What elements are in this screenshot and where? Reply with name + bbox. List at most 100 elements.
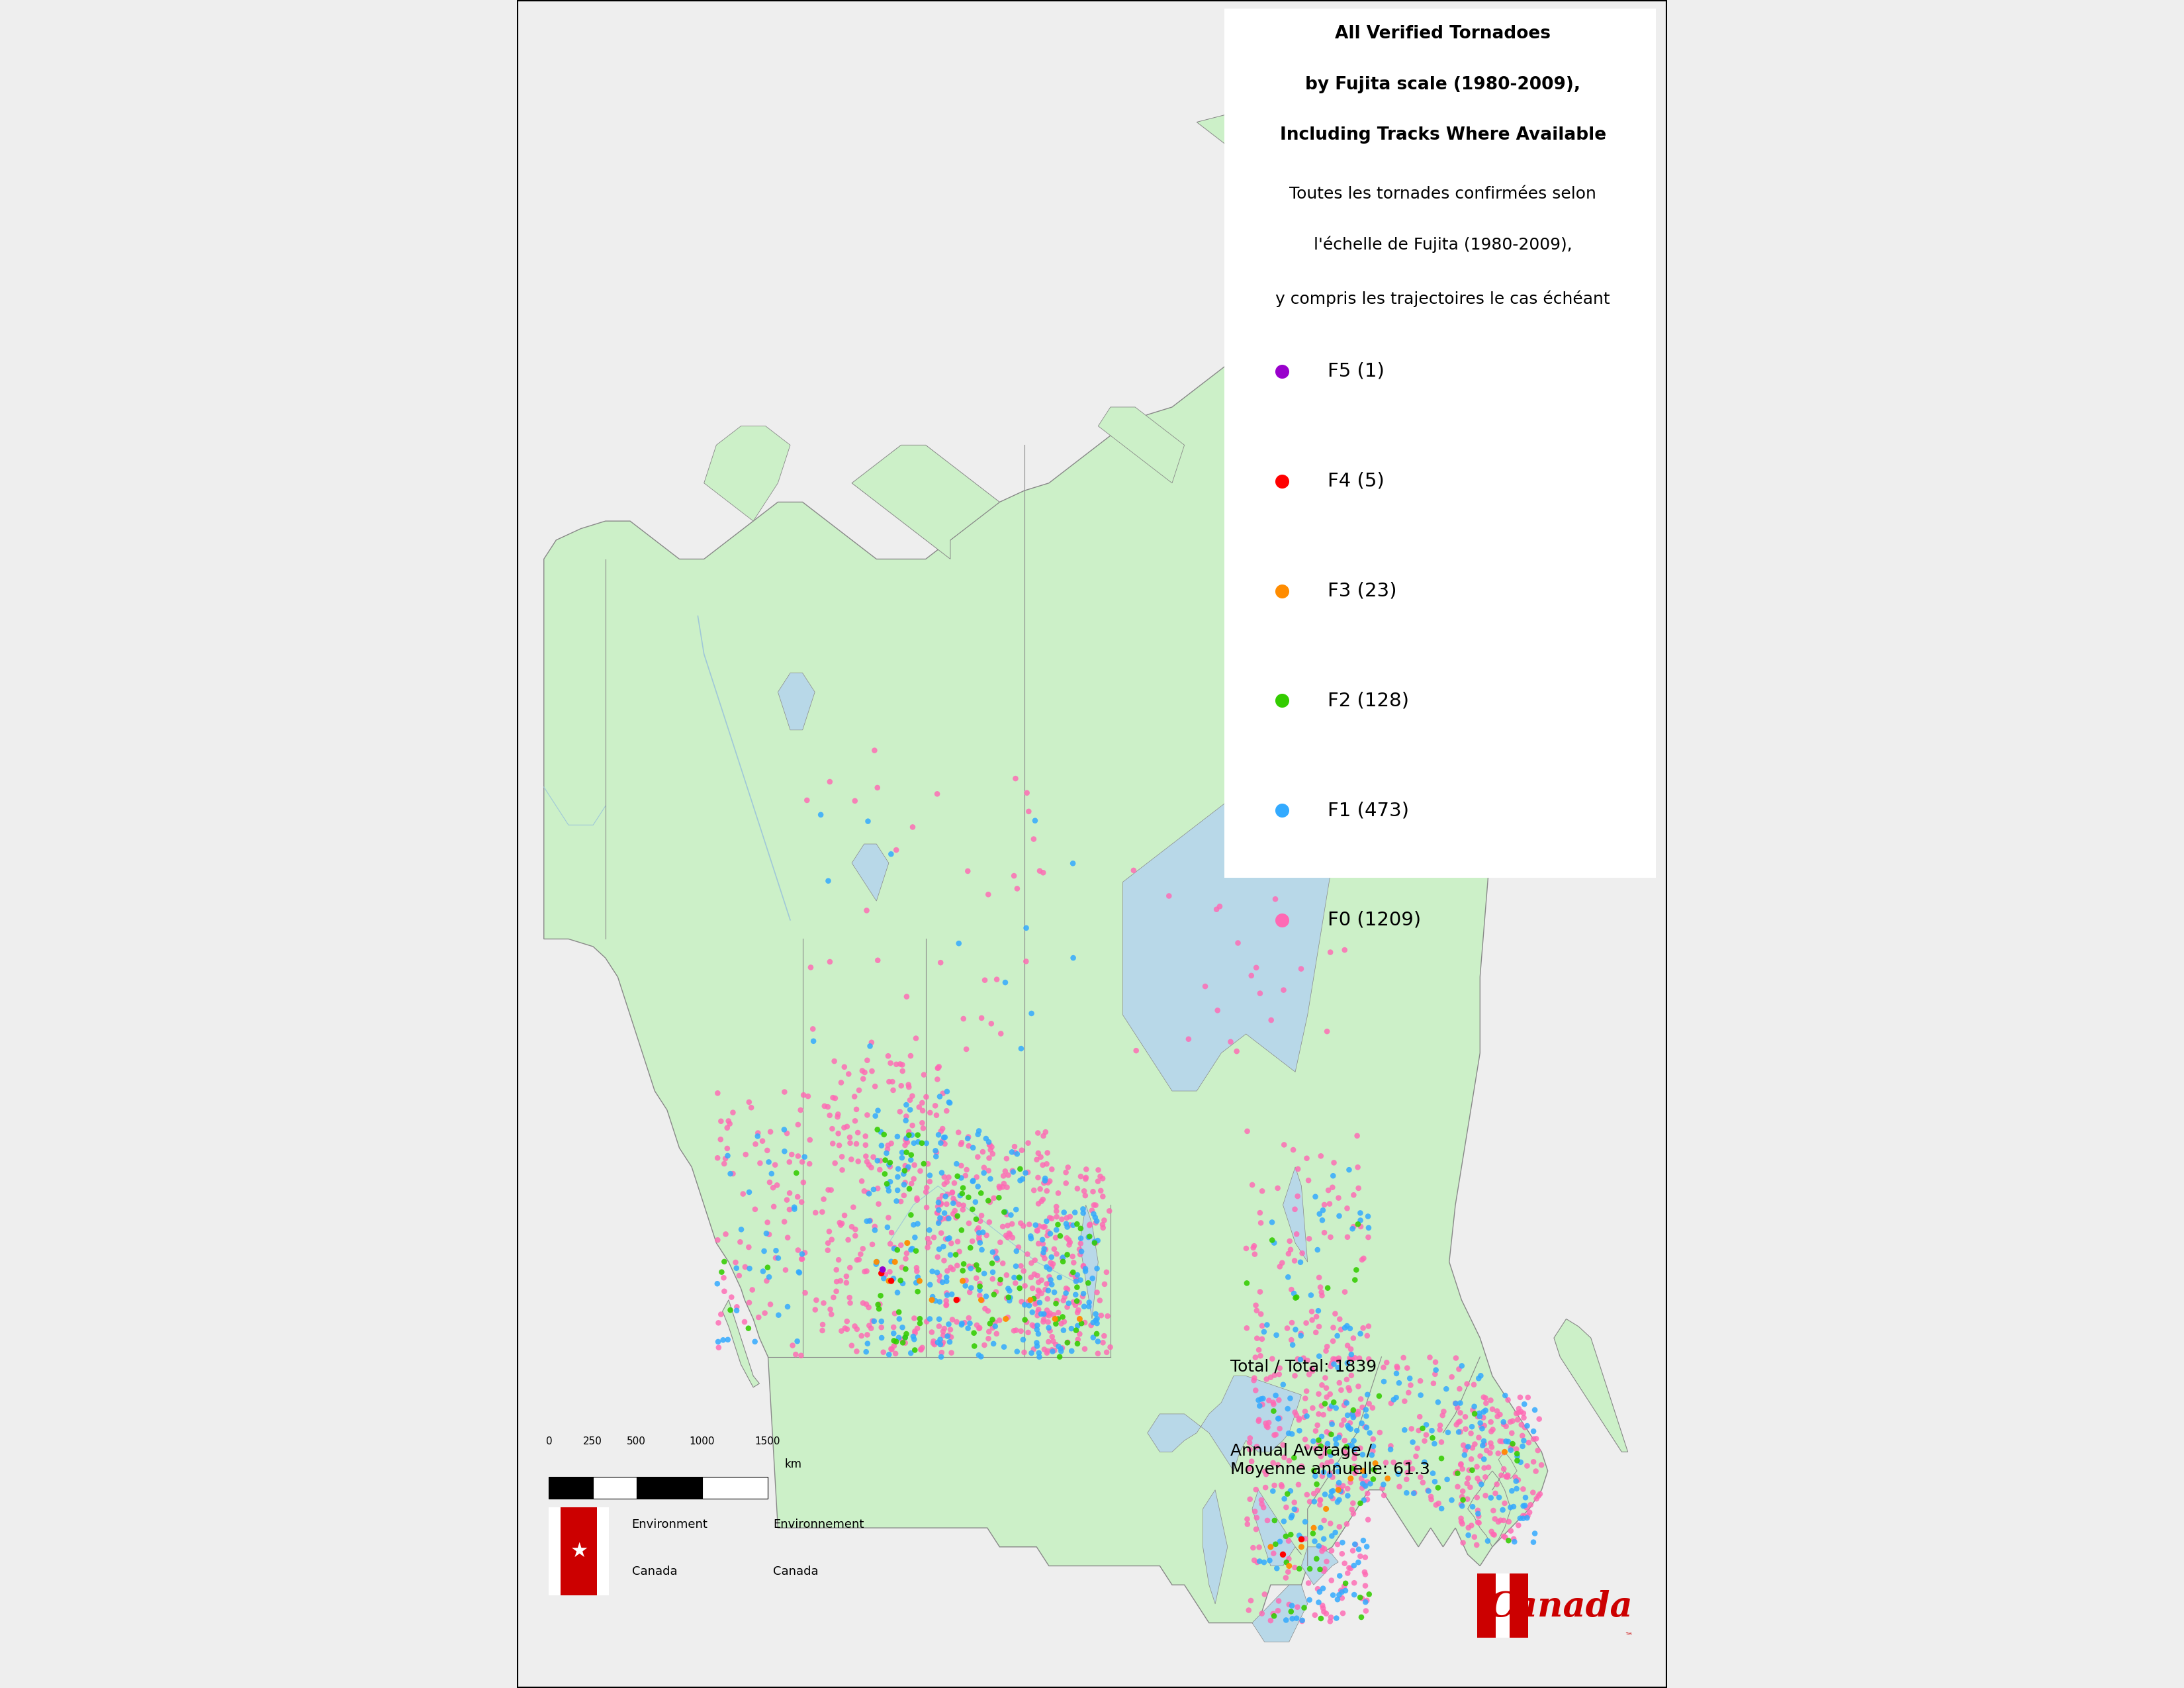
Point xyxy=(1446,1455,1481,1482)
Point xyxy=(1066,1283,1101,1310)
Point xyxy=(1507,1484,1542,1511)
Point xyxy=(852,1207,887,1234)
Point xyxy=(1389,1479,1424,1506)
Point xyxy=(880,1163,915,1190)
Point xyxy=(815,1116,850,1143)
Point xyxy=(1280,1156,1315,1183)
Point xyxy=(1321,1458,1356,1485)
Point xyxy=(1016,1274,1051,1301)
Point xyxy=(895,1165,930,1192)
Point xyxy=(1324,1479,1358,1506)
Point xyxy=(1337,1428,1372,1455)
Point xyxy=(1343,1320,1378,1347)
Point xyxy=(1295,1357,1330,1384)
Point xyxy=(1455,1512,1489,1539)
Point xyxy=(1079,1254,1114,1281)
Point xyxy=(943,1129,978,1156)
Point xyxy=(900,1210,935,1237)
Point xyxy=(817,1085,852,1112)
Point xyxy=(812,949,847,976)
Point xyxy=(1343,1604,1378,1631)
Point xyxy=(1009,1308,1044,1335)
Point xyxy=(882,1099,917,1126)
Point xyxy=(1345,1487,1380,1514)
Point xyxy=(1256,1421,1291,1448)
Point xyxy=(1348,1588,1382,1615)
Point xyxy=(961,1117,996,1144)
Point xyxy=(970,1298,1005,1325)
Point xyxy=(854,1030,889,1057)
Point xyxy=(1489,1413,1524,1440)
Point xyxy=(1048,1170,1083,1197)
Point xyxy=(749,1254,784,1281)
Point xyxy=(751,1220,786,1247)
Point xyxy=(1308,1391,1343,1418)
Point xyxy=(1332,1416,1367,1443)
Point xyxy=(998,1133,1033,1160)
Point xyxy=(1271,1528,1306,1555)
Point xyxy=(1077,1229,1112,1256)
Point xyxy=(1321,1345,1356,1372)
Point xyxy=(922,1053,957,1080)
Point xyxy=(1238,1344,1273,1371)
Point xyxy=(1511,1502,1546,1529)
Point xyxy=(1343,1543,1378,1570)
Point xyxy=(1280,1593,1315,1620)
Point xyxy=(1297,1528,1332,1555)
Polygon shape xyxy=(1197,46,1444,331)
Point xyxy=(1081,1340,1116,1367)
Point xyxy=(1271,1553,1306,1580)
Point xyxy=(1064,1215,1099,1242)
Point xyxy=(1337,1570,1372,1597)
Point xyxy=(904,1129,939,1156)
Point xyxy=(1479,1470,1514,1497)
Point xyxy=(1439,1345,1474,1372)
Point xyxy=(1267,1371,1302,1398)
Point xyxy=(751,1168,786,1195)
Point xyxy=(1455,1457,1489,1484)
Point xyxy=(876,1327,911,1354)
Point xyxy=(1297,847,1332,874)
Text: Canada: Canada xyxy=(631,1565,677,1578)
Point xyxy=(832,1290,867,1317)
Point xyxy=(941,1192,976,1219)
Point xyxy=(1489,1386,1524,1413)
Point xyxy=(1345,1394,1380,1421)
Point xyxy=(885,1072,919,1099)
Polygon shape xyxy=(1079,1205,1099,1318)
Point xyxy=(874,1150,909,1177)
Point xyxy=(1341,1372,1376,1399)
Point xyxy=(968,1259,1002,1286)
Point xyxy=(965,1138,1000,1165)
Point xyxy=(1448,1403,1483,1430)
Point xyxy=(1319,1587,1354,1614)
Point xyxy=(1289,1526,1324,1553)
Point xyxy=(850,809,885,836)
Point xyxy=(1337,1531,1372,1558)
Point xyxy=(1330,1312,1365,1339)
Point xyxy=(712,1107,747,1134)
Point xyxy=(1070,1224,1105,1251)
Point xyxy=(965,1286,1000,1313)
Point xyxy=(1461,1366,1496,1393)
Point xyxy=(821,1246,856,1273)
Point xyxy=(1415,1425,1450,1452)
Point xyxy=(1461,1403,1496,1430)
Point xyxy=(952,1210,987,1237)
Point xyxy=(1324,1477,1358,1504)
Point xyxy=(1461,1497,1496,1524)
Point xyxy=(847,1143,882,1170)
Point xyxy=(1275,1136,1310,1163)
Point xyxy=(1289,1433,1324,1460)
Point xyxy=(974,1266,1009,1293)
Point xyxy=(1265,1431,1299,1458)
Point xyxy=(869,1214,904,1241)
Point xyxy=(1064,1241,1099,1268)
Point xyxy=(876,1264,911,1291)
Point xyxy=(1387,1416,1422,1443)
Point xyxy=(1328,1577,1363,1604)
Point xyxy=(845,1236,880,1263)
Point xyxy=(1243,1300,1278,1327)
Point xyxy=(904,1089,939,1116)
Bar xyxy=(701,1477,767,1499)
